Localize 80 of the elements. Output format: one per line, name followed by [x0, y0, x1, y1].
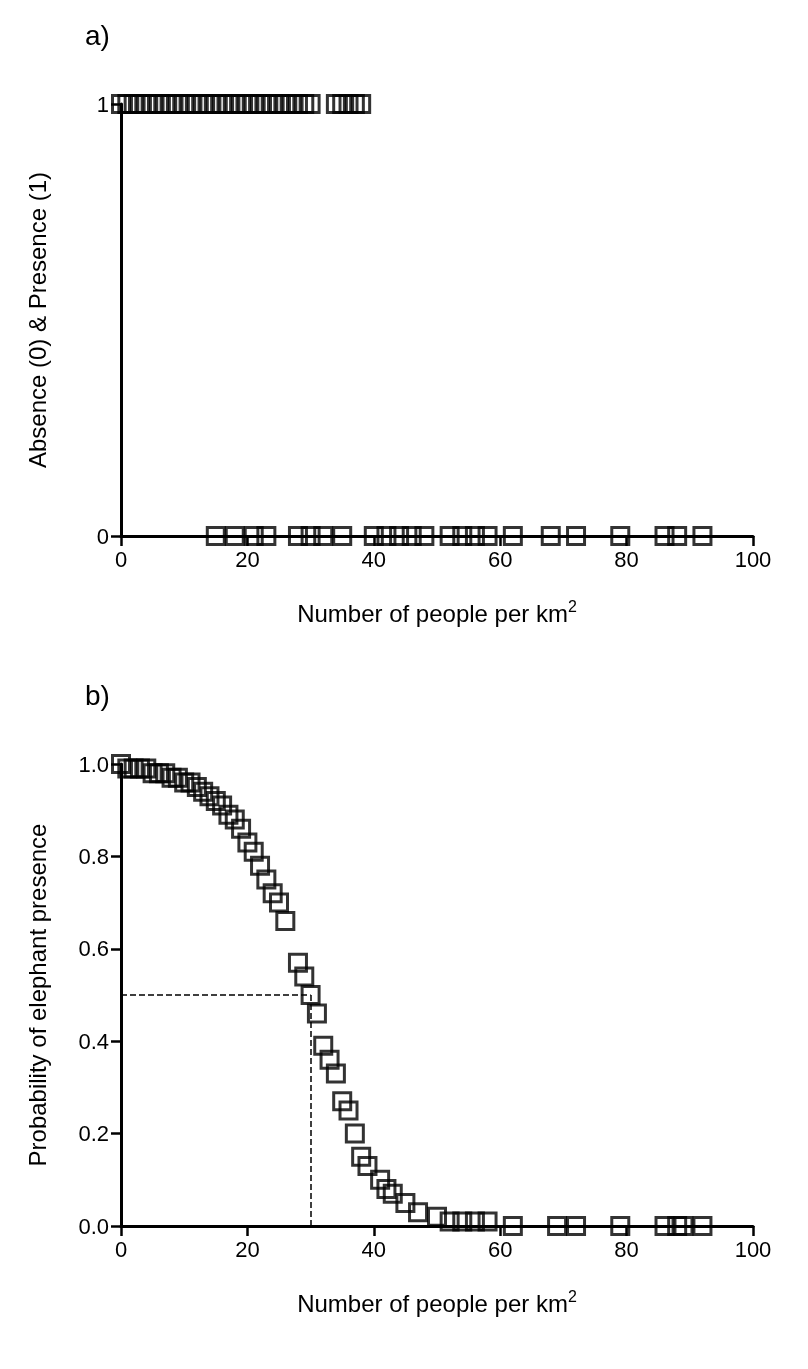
y-axis-title: Absence (0) & Presence (1)	[23, 171, 51, 469]
y-tick-label: 0	[96, 523, 109, 549]
point	[275, 911, 296, 932]
point	[408, 1202, 429, 1223]
point	[287, 952, 308, 973]
point	[243, 841, 264, 862]
point	[218, 804, 239, 825]
point	[313, 1035, 334, 1056]
point	[376, 1179, 397, 1200]
x-tick-label: 100	[734, 546, 772, 572]
point	[136, 758, 157, 779]
point	[357, 1155, 378, 1176]
point	[654, 1216, 675, 1236]
point	[566, 1216, 587, 1236]
point	[180, 772, 201, 793]
x-tick-label: 0	[114, 546, 128, 572]
point	[186, 777, 207, 798]
point	[332, 1091, 353, 1112]
x-tick-label: 60	[487, 1236, 513, 1262]
point	[193, 781, 214, 802]
point	[224, 809, 245, 830]
x-tick-label: 20	[235, 1236, 260, 1262]
point	[123, 758, 144, 779]
y-tick-label: 0.2	[78, 1121, 109, 1147]
point	[117, 758, 138, 779]
x-tick-label: 20	[235, 546, 260, 572]
point	[547, 1216, 568, 1236]
point	[452, 1211, 473, 1232]
point	[673, 1216, 694, 1236]
point	[174, 772, 195, 793]
y-tick-label: 0.4	[78, 1028, 109, 1054]
x-tick-label: 40	[361, 546, 387, 572]
point	[382, 1183, 403, 1204]
point	[167, 767, 188, 788]
point	[477, 1211, 498, 1232]
x-tick-label: 80	[614, 546, 639, 572]
point	[199, 786, 220, 807]
point	[439, 1211, 460, 1232]
point	[294, 966, 315, 987]
point	[129, 758, 150, 779]
point	[610, 1216, 631, 1236]
x-tick-label: 100	[734, 1236, 772, 1262]
point	[155, 763, 176, 784]
point	[502, 1216, 523, 1236]
point	[161, 767, 182, 788]
point	[231, 818, 252, 839]
point	[427, 1206, 447, 1227]
point	[262, 883, 283, 904]
chart-title: b)	[85, 679, 110, 711]
point	[250, 855, 271, 876]
y-axis-title: Probability of elephant presence	[23, 823, 51, 1167]
x-tick-label: 60	[487, 546, 513, 572]
point	[325, 1063, 346, 1084]
point	[395, 1192, 416, 1213]
point	[464, 1211, 485, 1232]
point	[269, 892, 289, 913]
point	[692, 1216, 713, 1236]
point	[338, 1100, 359, 1121]
point	[237, 832, 258, 853]
point	[148, 763, 169, 784]
y-tick-label: 0.6	[78, 936, 109, 962]
chart-title: a)	[85, 19, 110, 51]
x-tick-label: 80	[614, 1236, 639, 1262]
point	[319, 1049, 340, 1070]
y-tick-label: 0.0	[78, 1213, 109, 1239]
point	[370, 1169, 391, 1190]
y-tick-label: 1	[96, 91, 109, 117]
y-tick-label: 1.0	[78, 751, 109, 777]
point	[256, 869, 277, 890]
point	[205, 790, 226, 811]
point	[212, 795, 233, 816]
x-tick-label: 0	[114, 1236, 128, 1262]
y-tick-label: 0.8	[78, 843, 109, 869]
point	[300, 985, 321, 1005]
point	[344, 1123, 365, 1144]
point	[351, 1146, 372, 1167]
point	[306, 1003, 327, 1024]
x-tick-label: 40	[361, 1236, 387, 1262]
point	[142, 763, 163, 784]
point	[667, 1216, 688, 1236]
